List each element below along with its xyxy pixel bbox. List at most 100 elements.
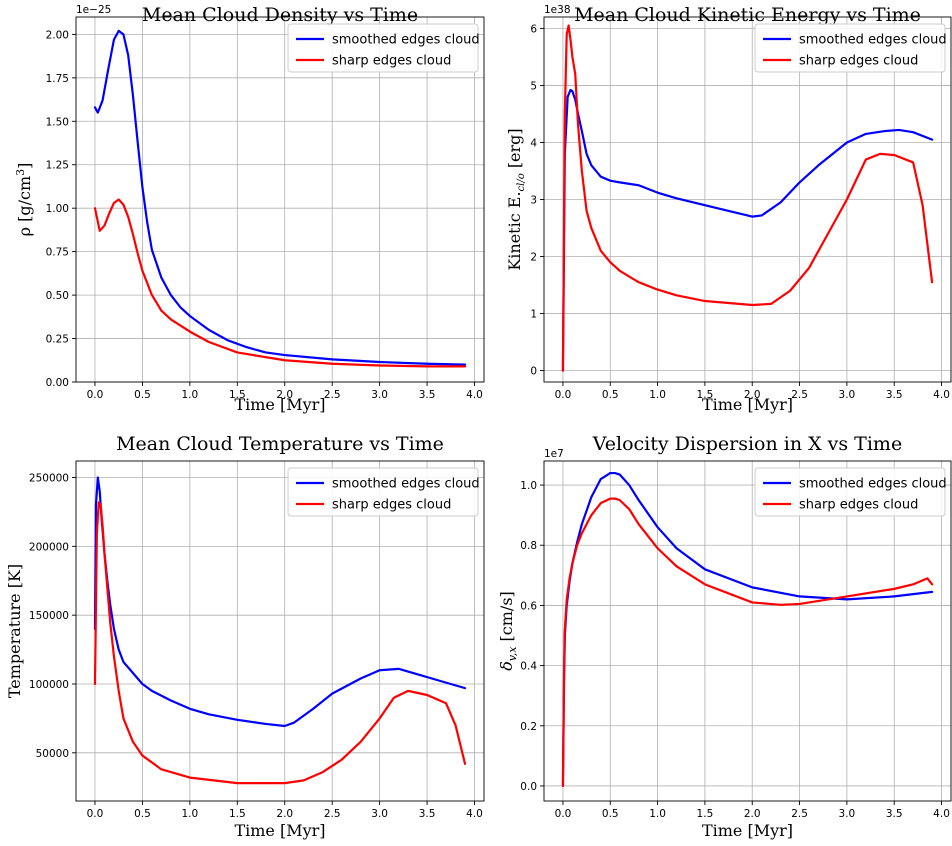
y-tick-label: 5 (530, 80, 537, 92)
series-line-sharp-edges (561, 497, 934, 788)
x-tick-label: 3.5 (419, 808, 436, 820)
y-tick-label: 1.00 (46, 203, 69, 215)
chart-title: Mean Cloud Kinetic Energy vs Time (574, 4, 921, 26)
x-tick-label: 2.5 (791, 808, 808, 820)
legend: smoothed edges cloud sharp edges cloud (287, 467, 480, 517)
x-tick-label: 0.0 (555, 389, 572, 401)
x-tick-label: 0.0 (555, 808, 572, 820)
plot-area (544, 461, 951, 801)
legend-entry: sharp edges cloud (799, 498, 918, 513)
series-line-sharp-edges (93, 501, 467, 785)
y-tick-label: 50000 (36, 748, 69, 760)
x-tick-label: 2.0 (744, 808, 761, 820)
legend-entry: sharp edges cloud (332, 54, 451, 69)
legend-entry: sharp edges cloud (799, 54, 918, 69)
axes-frame (75, 460, 485, 802)
legend-box (287, 23, 479, 73)
y-tick-label: 1 (530, 309, 537, 321)
x-axis-label: Time [Myr] (702, 395, 793, 414)
y-tick-label: 0.75 (46, 247, 69, 259)
chart-title: Mean Cloud Temperature vs Time (116, 433, 444, 455)
legend-entry: smoothed edges cloud (332, 477, 480, 492)
x-tick-label: 0.5 (134, 808, 151, 820)
legend: smoothed edges cloud sharp edges cloud (287, 23, 480, 73)
y-tick-label: 0.50 (46, 290, 69, 302)
legend-box (754, 23, 946, 73)
x-axis-label: Time [Myr] (234, 821, 325, 840)
legend-box (754, 467, 946, 517)
legend-entry: sharp edges cloud (332, 498, 451, 513)
x-tick-label: 0.0 (87, 808, 104, 820)
y-tick-label: 0.6 (520, 600, 537, 612)
chart-panel-2: 0.0 0.5 1.0 1.5 2.0 2.5 3.0 3.5 4.0 0 1 2 3 4 5 6 1e38 Me… (505, 4, 952, 414)
x-tick-label: 2.0 (276, 808, 293, 820)
legend-entry: smoothed edges cloud (799, 33, 947, 48)
x-tick-label: 3.0 (371, 389, 388, 401)
x-tick-label: 4.0 (466, 808, 483, 820)
y-offset-text: 1e38 (544, 4, 571, 16)
x-tick-label: 1.0 (649, 389, 666, 401)
y-tick-label: 150000 (29, 610, 69, 622)
axes-frame (543, 460, 952, 802)
axes-frame (543, 16, 952, 383)
x-axis-label: Time [Myr] (234, 395, 325, 414)
y-tick-label: 3 (530, 195, 537, 207)
x-tick-label: 1.0 (182, 389, 199, 401)
y-tick-label: 1.25 (46, 160, 69, 172)
y-tick-label: 1.50 (46, 116, 69, 128)
x-tick-label: 2.5 (324, 808, 341, 820)
x-tick-label: 1.5 (697, 808, 714, 820)
x-tick-label: 3.0 (839, 389, 856, 401)
x-tick-label: 0.0 (87, 389, 104, 401)
y-tick-label: 250000 (29, 473, 69, 485)
y-tick-label: 0.4 (520, 661, 537, 673)
x-tick-label: 2.5 (324, 389, 341, 401)
legend-entry: smoothed edges cloud (332, 33, 480, 48)
y-axis-label: ρ [g/cm3] (14, 163, 34, 237)
x-axis-label: Time [Myr] (702, 821, 793, 840)
y-axis-label: δv,x [cm/s] (497, 591, 519, 671)
legend: smoothed edges cloud sharp edges cloud (754, 467, 947, 517)
x-tick-label: 4.0 (933, 808, 950, 820)
axes-frame (75, 16, 485, 383)
legend-entry: smoothed edges cloud (799, 477, 947, 492)
x-tick-label: 1.5 (229, 808, 246, 820)
y-axis-label: Temperature [K] (5, 564, 24, 698)
y-tick-label: 6 (530, 23, 537, 35)
y-tick-label: 0.0 (520, 781, 537, 793)
y-axis-label: Kinetic E.cl/o [erg] (505, 128, 527, 270)
x-tick-label: 1.5 (229, 389, 246, 401)
x-tick-label: 2.5 (791, 389, 808, 401)
plot-area (76, 461, 484, 801)
x-tick-label: 3.0 (839, 808, 856, 820)
chart-panel-3: 0.0 0.5 1.0 1.5 2.0 2.5 3.0 3.5 4.0 50000 100000 15… (5, 433, 485, 840)
y-tick-label: 2.00 (46, 29, 69, 41)
y-tick-label: 1.0 (520, 480, 537, 492)
y-tick-label: 1.75 (46, 73, 69, 85)
chart-title: Mean Cloud Density vs Time (142, 4, 418, 26)
chart-panel-4: 0.0 0.5 1.0 1.5 2.0 2.5 3.0 3.5 4.0 0.0 0.2 0.4 0.6 0… (497, 433, 952, 840)
legend: smoothed edges cloud sharp edges cloud (754, 23, 947, 73)
y-tick-label: 100000 (29, 679, 69, 691)
x-tick-label: 0.5 (602, 808, 619, 820)
x-tick-label: 0.5 (134, 389, 151, 401)
x-tick-label: 4.0 (933, 389, 950, 401)
y-tick-label: 4 (530, 137, 537, 149)
x-tick-label: 2.0 (276, 389, 293, 401)
x-tick-label: 3.5 (419, 389, 436, 401)
x-tick-label: 1.0 (182, 808, 199, 820)
x-tick-label: 1.5 (697, 389, 714, 401)
x-tick-label: 1.0 (649, 808, 666, 820)
y-tick-label: 200000 (29, 541, 69, 553)
x-tick-label: 4.0 (466, 389, 483, 401)
series-line-smoothed-edges (561, 88, 934, 372)
legend-box (287, 467, 479, 517)
x-tick-label: 3.5 (886, 389, 903, 401)
y-offset-text: 1e7 (544, 448, 564, 460)
series-line-smoothed-edges (93, 29, 467, 366)
y-tick-label: 0.8 (520, 540, 537, 552)
y-tick-label: 0.2 (520, 721, 537, 733)
y-offset-text: 1e−25 (76, 4, 111, 16)
y-tick-label: 2 (530, 252, 537, 264)
